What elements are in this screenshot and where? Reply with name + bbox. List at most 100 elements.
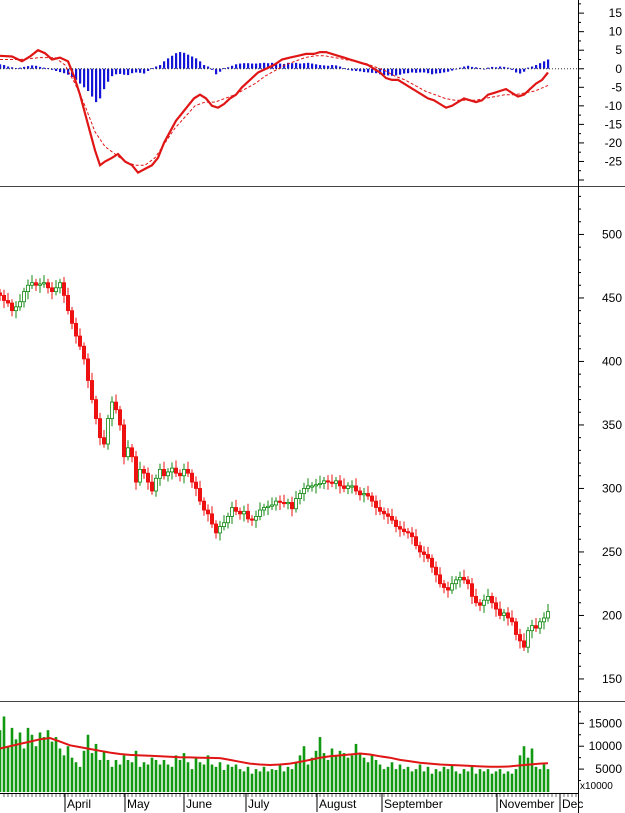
volume-bar xyxy=(546,769,550,792)
volume-bar xyxy=(422,771,426,792)
price-candle-up xyxy=(313,484,318,487)
price-candle-down xyxy=(497,608,502,616)
price-candle-down xyxy=(289,502,294,510)
volume-bar xyxy=(46,730,50,792)
price-candle-down xyxy=(161,468,166,477)
price-candle-down xyxy=(189,472,194,483)
volume-bar xyxy=(458,773,462,792)
volume-bar xyxy=(250,773,254,792)
volume-bar xyxy=(466,771,470,792)
price-candle-down xyxy=(0,292,3,296)
volume-bar xyxy=(0,730,2,792)
volume-bar xyxy=(134,750,138,792)
macd-histogram-bar xyxy=(431,68,434,75)
volume-panel: 15000 10000 5000 x10000 xyxy=(0,711,622,792)
volume-bar xyxy=(150,757,154,792)
macd-panel: 15 10 5 0 -5 -10 -15 -20 -25 xyxy=(0,3,623,181)
volume-bar xyxy=(334,755,338,792)
volume-bar xyxy=(402,769,406,792)
macd-histogram-bar xyxy=(207,66,210,69)
volume-bar xyxy=(106,759,110,792)
macd-histogram-bar xyxy=(279,63,282,69)
price-candle-down xyxy=(473,596,478,604)
price-candle-up xyxy=(13,306,18,312)
volume-bar xyxy=(306,764,310,792)
macd-histogram-bar xyxy=(119,68,122,74)
price-candle-down xyxy=(86,358,91,381)
macd-histogram-bar xyxy=(307,62,310,69)
price-candle-up xyxy=(301,488,306,494)
price-candle-up xyxy=(261,507,266,511)
macd-histogram-bar xyxy=(471,66,474,69)
volume-bar xyxy=(114,759,118,792)
volume-bar xyxy=(126,759,130,792)
price-candle-up xyxy=(457,576,462,581)
price-candle-up xyxy=(181,468,186,477)
volume-bar xyxy=(186,762,190,792)
macd-histogram-bar xyxy=(383,68,386,76)
macd-histogram-bar xyxy=(511,68,514,70)
volume-bar xyxy=(450,764,454,792)
volume-bar xyxy=(298,755,302,792)
macd-histogram-bar xyxy=(67,68,70,75)
price-candle-up xyxy=(38,283,43,286)
volume-bar xyxy=(346,757,350,792)
price-candle-up xyxy=(501,612,506,616)
price-tick-label: 450 xyxy=(602,291,622,305)
price-candle-down xyxy=(213,523,218,534)
macd-histogram-bar xyxy=(303,63,306,69)
volume-bar xyxy=(178,759,182,792)
volume-bar xyxy=(54,737,58,792)
price-tick-label: 200 xyxy=(602,608,622,622)
price-candle-down xyxy=(98,418,103,439)
volume-bar xyxy=(230,766,234,792)
price-candle-down xyxy=(193,481,198,489)
macd-histogram-bar xyxy=(499,66,502,69)
macd-histogram-bar xyxy=(359,68,362,72)
price-candle-down xyxy=(62,282,67,296)
price-candle-down xyxy=(237,510,242,515)
macd-histogram-bar xyxy=(103,68,106,90)
volume-bar xyxy=(326,759,330,792)
price-candle-down xyxy=(118,409,123,426)
price-candle-down xyxy=(78,335,83,347)
price-candle-down xyxy=(9,302,14,312)
volume-bar xyxy=(322,753,326,792)
volume-bar xyxy=(58,748,62,792)
macd-histogram-bar xyxy=(143,68,146,74)
macd-histogram-bar xyxy=(311,63,314,69)
price-candle-down xyxy=(114,401,119,411)
macd-histogram-bar xyxy=(51,68,54,70)
macd-tick-label: 5 xyxy=(615,43,622,57)
macd-histogram-bar xyxy=(211,68,214,70)
volume-bar xyxy=(522,746,526,792)
x-tick-label: July xyxy=(248,797,269,811)
volume-bar xyxy=(382,769,386,792)
macd-histogram-bar xyxy=(3,65,6,69)
volume-bar xyxy=(354,743,358,792)
price-candle-down xyxy=(90,380,95,400)
volume-bar xyxy=(86,734,90,792)
volume-bar xyxy=(470,766,474,792)
volume-bar xyxy=(102,750,106,792)
macd-histogram-bar xyxy=(107,68,110,82)
price-candle-down xyxy=(465,579,470,585)
volume-bar xyxy=(110,766,114,792)
price-candle-down xyxy=(489,596,494,604)
macd-tick-label: 0 xyxy=(615,62,622,76)
macd-histogram-bar xyxy=(115,68,118,75)
price-candle-up xyxy=(153,477,158,492)
price-candle-up xyxy=(25,284,30,292)
volume-bar xyxy=(94,743,98,792)
x-tick-label: May xyxy=(127,797,150,811)
price-candle-up xyxy=(542,617,547,623)
price-candle-up xyxy=(253,515,258,521)
volume-bar xyxy=(22,748,26,792)
volume-bar xyxy=(286,766,290,792)
price-candle-down xyxy=(201,500,206,511)
volume-bar xyxy=(246,766,250,792)
macd-histogram-bar xyxy=(267,63,270,69)
macd-histogram-bar xyxy=(467,65,470,69)
macd-tick-label: -10 xyxy=(605,99,623,113)
macd-histogram-bar xyxy=(275,63,278,69)
